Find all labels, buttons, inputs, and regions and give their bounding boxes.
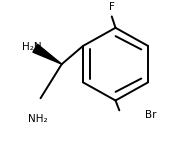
Text: F: F (109, 2, 115, 12)
Text: NH₂: NH₂ (29, 114, 48, 124)
Polygon shape (33, 44, 62, 64)
Text: H₂N: H₂N (22, 42, 42, 52)
Text: Br: Br (145, 110, 157, 120)
